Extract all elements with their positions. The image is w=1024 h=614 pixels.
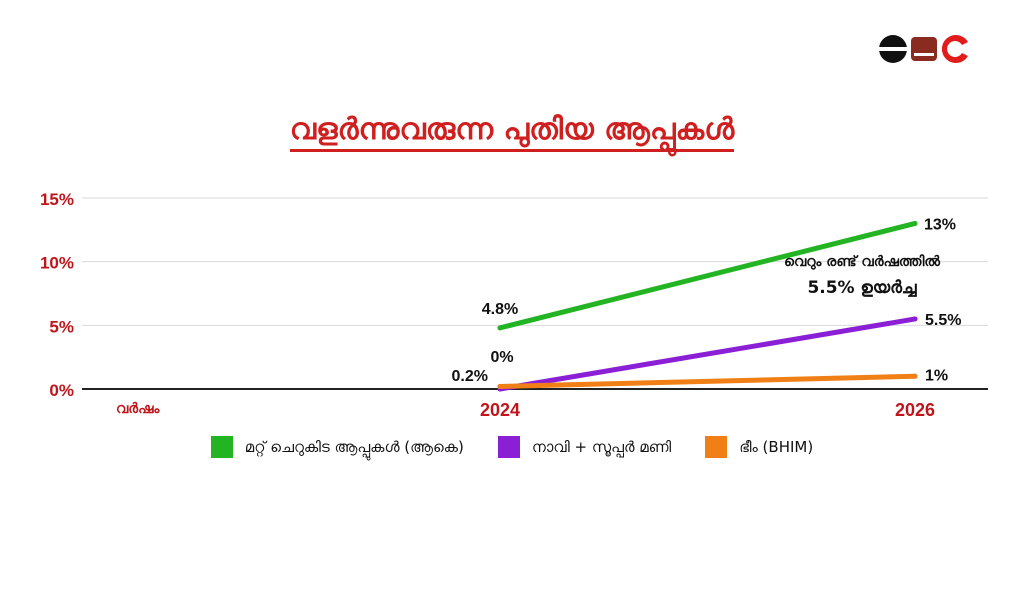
data-point: [497, 383, 503, 389]
series-line: [497, 220, 918, 331]
data-label: 0%: [490, 349, 513, 366]
legend-swatch: [705, 436, 728, 458]
chart-legend: മറ്റ് ചെറുകിട ആപ്പുകൾ (ആകെ) നാവി + സൂപ്പ…: [0, 436, 1024, 458]
legend-item: നാവി + സൂപ്പർ മണി: [497, 436, 672, 458]
series-line: [497, 316, 918, 392]
chart-title: വളർന്നുവരുന്ന പുതിയ ആപ്പുകൾ: [0, 112, 1024, 152]
legend-item: ഭീം (BHIM): [705, 436, 813, 458]
legend-swatch: [497, 436, 520, 458]
series-line: [497, 373, 918, 389]
data-point: [912, 220, 918, 226]
x-tick-label: 2024: [480, 400, 520, 420]
data-point: [912, 373, 918, 379]
legend-swatch: [210, 436, 233, 458]
legend-item: മറ്റ് ചെറുകിട ആപ്പുകൾ (ആകെ): [210, 436, 464, 458]
y-tick-label: 10%: [40, 254, 74, 273]
data-label: 0.2%: [452, 368, 488, 385]
y-tick-label: 0%: [49, 381, 74, 400]
x-axis-label: വർഷം: [116, 401, 160, 417]
y-tick-label: 15%: [40, 190, 74, 209]
data-label: 1%: [925, 367, 948, 384]
annotation-line1: വെറും രണ്ട് വർഷത്തിൽ: [784, 254, 940, 270]
data-point: [497, 325, 503, 331]
brand-logo: [879, 35, 968, 64]
legend-label: ഭീം (BHIM): [739, 438, 814, 456]
data-label: 5.5%: [925, 312, 961, 329]
legend-label: മറ്റ് ചെറുകിട ആപ്പുകൾ (ആകെ): [244, 438, 464, 456]
x-tick-label: 2026: [895, 400, 935, 420]
data-label: 13%: [924, 216, 956, 233]
y-tick-label: 5%: [49, 317, 74, 336]
data-point: [912, 316, 918, 322]
annotation-line2: 5.5% ഉയർച്ച: [807, 278, 917, 298]
data-label: 4.8%: [482, 301, 518, 318]
legend-label: നാവി + സൂപ്പർ മണി: [531, 438, 672, 456]
line-chart: 0% 5% 10% 15% വർഷം 2024 2026 4.8% 13% 0% 5.5% 0.2% 1…: [40, 190, 988, 420]
logo-c-red: [941, 35, 968, 64]
